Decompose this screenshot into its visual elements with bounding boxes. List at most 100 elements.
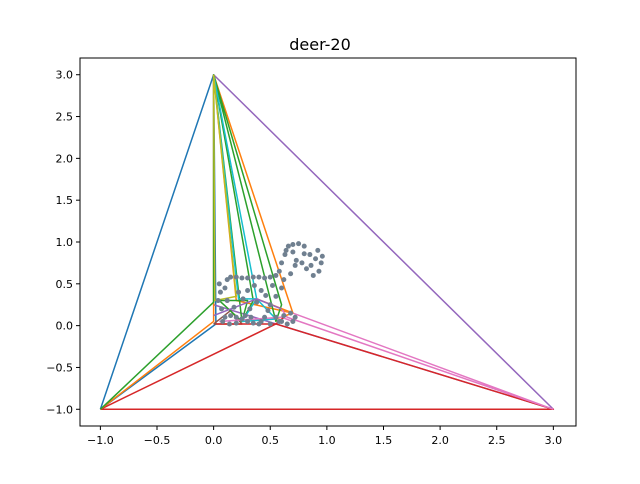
y-tick-label: 3.0: [56, 69, 74, 82]
x-tick-label: −1.0: [87, 434, 114, 447]
scatter-point-67: [231, 304, 237, 310]
scatter-point-64: [263, 293, 269, 299]
scatter-point-12: [256, 274, 262, 280]
scatter-point-18: [282, 252, 288, 258]
x-tick-label: −0.5: [144, 434, 171, 447]
y-tick-label: 1.5: [56, 194, 74, 207]
scatter-point-10: [245, 275, 251, 281]
scatter-point-25: [318, 260, 324, 266]
scatter-point-70: [240, 296, 246, 302]
y-tick-label: 2.5: [56, 111, 74, 124]
series-line-7: [212, 74, 258, 300]
y-tick-label: −1.0: [46, 403, 73, 416]
series-line-11: [218, 299, 249, 323]
scatter-point-40: [250, 320, 256, 326]
scatter-point-30: [292, 262, 298, 268]
scatter-point-37: [262, 314, 268, 320]
scatter-point-72: [251, 282, 257, 288]
scatter-point-11: [250, 274, 256, 280]
series-line-14: [213, 298, 282, 317]
scatter-point-62: [290, 249, 296, 255]
scatter-point-35: [267, 302, 273, 308]
scatter-point-50: [290, 318, 296, 324]
y-tick-label: 2.0: [56, 152, 74, 165]
scatter-point-74: [226, 321, 232, 327]
scatter-point-13: [262, 275, 268, 281]
scatter-layer: [215, 241, 325, 327]
scatter-point-29: [299, 260, 305, 266]
x-tick-label: 2.0: [431, 434, 449, 447]
series-line-6: [212, 74, 283, 323]
scatter-point-60: [308, 262, 314, 268]
scatter-point-69: [236, 289, 242, 295]
scatter-point-9: [239, 275, 245, 281]
scatter-point-46: [220, 318, 226, 324]
scatter-point-47: [273, 314, 279, 320]
scatter-point-3: [215, 298, 221, 304]
scatter-point-52: [288, 310, 294, 316]
scatter-point-20: [290, 242, 296, 248]
scatter-point-54: [276, 318, 282, 324]
scatter-point-19: [285, 243, 291, 249]
scatter-point-51: [292, 314, 298, 320]
scatter-point-49: [284, 321, 290, 327]
scatter-point-55: [267, 321, 273, 327]
scatter-point-43: [233, 314, 239, 320]
scatter-point-17: [279, 260, 285, 266]
x-tick-label: 0.0: [205, 434, 223, 447]
scatter-point-39: [256, 321, 262, 327]
scatter-point-32: [281, 277, 287, 283]
y-axis: −1.0 −0.5 0.0 0.5 1.0 1.5 2.0 2.5 3.0: [46, 69, 80, 416]
series-line-8: [212, 74, 238, 302]
scatter-point-36: [265, 308, 271, 314]
scatter-point-24: [313, 256, 319, 262]
x-tick-label: 0.5: [261, 434, 279, 447]
scatter-point-5: [222, 285, 228, 291]
scatter-point-41: [245, 318, 251, 324]
x-tick-label: 2.5: [488, 434, 506, 447]
x-tick-label: 3.0: [545, 434, 563, 447]
scatter-point-42: [239, 316, 245, 322]
scatter-point-56: [293, 257, 299, 263]
scatter-point-53: [281, 313, 287, 319]
scatter-point-57: [301, 251, 307, 257]
scatter-point-61: [283, 247, 289, 253]
scatter-point-22: [301, 243, 307, 249]
scatter-point-31: [288, 271, 294, 277]
scatter-point-16: [276, 268, 282, 274]
scatter-point-15: [273, 272, 279, 278]
scatter-point-68: [224, 298, 230, 304]
series-line-3: [100, 323, 555, 411]
series-line-9: [280, 308, 554, 410]
y-tick-label: 1.0: [56, 236, 74, 249]
scatter-point-34: [273, 293, 279, 299]
scatter-point-4: [219, 306, 225, 312]
scatter-point-1: [216, 281, 222, 287]
y-tick-label: −0.5: [46, 361, 73, 374]
scatter-point-45: [222, 314, 228, 320]
scatter-point-27: [310, 272, 316, 278]
scatter-point-44: [228, 313, 234, 319]
scatter-point-7: [228, 274, 234, 280]
x-tick-label: 1.5: [375, 434, 393, 447]
x-tick-label: 1.0: [318, 434, 336, 447]
scatter-point-8: [233, 274, 239, 280]
scatter-point-73: [258, 288, 264, 294]
scatter-point-76: [242, 313, 248, 319]
scatter-point-71: [245, 288, 251, 294]
y-tick-label: 0.0: [56, 320, 74, 333]
scatter-point-65: [254, 299, 260, 305]
scatter-point-59: [319, 253, 325, 259]
scatter-point-2: [217, 289, 223, 295]
y-tick-label: 0.5: [56, 278, 74, 291]
scatter-point-21: [296, 241, 302, 247]
chart-title: deer-20: [289, 35, 351, 54]
scatter-point-66: [247, 306, 253, 312]
scatter-point-14: [267, 274, 273, 280]
x-axis: −1.0 −0.5 0.0 0.5 1.0 1.5 2.0 2.5 3.0: [87, 426, 562, 447]
scatter-point-23: [307, 252, 313, 258]
scatter-point-75: [233, 320, 239, 326]
